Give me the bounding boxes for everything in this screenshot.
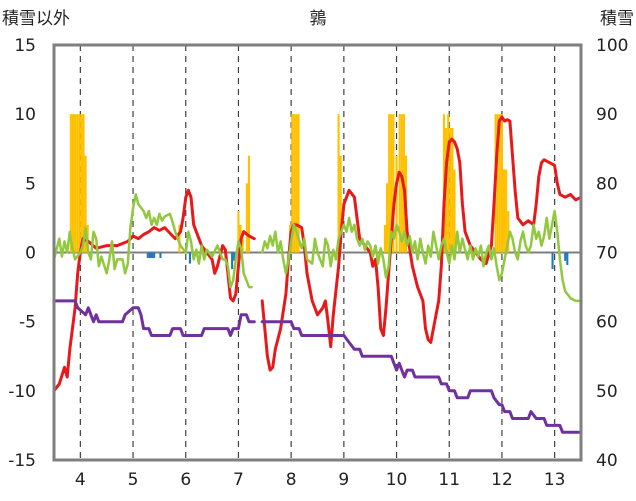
right-tick-label: 80 <box>596 174 618 194</box>
bar-mark <box>78 114 81 253</box>
bar-mark <box>74 114 77 253</box>
bar-mark <box>505 169 508 253</box>
bar-mark <box>496 114 499 253</box>
bar-mark <box>339 155 342 253</box>
bar-mark <box>383 224 387 253</box>
bar-mark <box>153 252 156 259</box>
bar-mark <box>395 155 398 253</box>
bar-mark <box>453 169 456 253</box>
bar-mark <box>80 114 83 253</box>
line-series-group <box>52 115 583 434</box>
left-tick-label: 0 <box>25 244 36 264</box>
bar-mark <box>71 114 75 253</box>
x-tick-label: 11 <box>438 470 460 490</box>
left-tick-label: -15 <box>8 451 36 471</box>
left-tick-label: 5 <box>25 174 36 194</box>
bar-mark <box>507 211 510 253</box>
bar-mark <box>146 252 149 259</box>
right-tick-label: 60 <box>596 313 618 333</box>
bar-mark <box>82 114 85 253</box>
bar-mark <box>69 114 72 253</box>
bar-mark <box>148 252 151 259</box>
left-tick-label: 15 <box>14 36 36 56</box>
bar-mark <box>245 183 248 253</box>
bar-mark <box>233 252 236 261</box>
bar-mark <box>398 114 401 253</box>
x-tick-label: 10 <box>386 470 408 490</box>
bar-mark <box>566 252 569 265</box>
bar-mark <box>150 252 154 259</box>
x-tick-label: 5 <box>128 470 139 490</box>
bar-mark <box>392 114 395 253</box>
bar-mark <box>295 114 298 253</box>
series-line-1 <box>52 193 583 303</box>
x-tick-label: 6 <box>180 470 191 490</box>
bar-mark <box>178 224 181 253</box>
right-tick-label: 50 <box>596 382 618 402</box>
bar-mark <box>388 114 391 253</box>
bar-mark <box>237 211 240 253</box>
x-tick-label: 7 <box>233 470 244 490</box>
bar-mark <box>188 252 192 264</box>
bar-mark <box>451 128 454 253</box>
bar-mark <box>337 114 340 253</box>
x-tick-label: 9 <box>338 470 349 490</box>
bar-mark <box>76 114 79 253</box>
bar-mark <box>231 252 234 270</box>
plot-frame <box>52 43 583 462</box>
x-tick-label: 12 <box>491 470 513 490</box>
x-tick-label: 4 <box>75 470 86 490</box>
left-axis-title: 積雪以外 <box>2 9 70 29</box>
bar-mark <box>447 114 450 253</box>
x-axis-ticks: 4 5 6 7 8 9 10 11 12 13 <box>75 470 566 490</box>
bar-mark <box>159 252 162 259</box>
left-axis-ticks: 15 10 5 0 -5 -10 -15 <box>8 36 36 471</box>
right-tick-label: 90 <box>596 105 618 125</box>
left-tick-label: -10 <box>8 382 36 402</box>
bar-mark <box>390 114 393 253</box>
bar-mark <box>291 114 294 253</box>
bar-mark <box>500 114 504 253</box>
bar-mark <box>247 155 251 253</box>
bar-mark <box>564 252 567 261</box>
bar-mark <box>386 183 389 253</box>
bar-mark <box>241 238 244 253</box>
bar-mark <box>293 114 296 253</box>
bar-mark <box>503 169 506 253</box>
bar-mark <box>297 114 300 253</box>
right-axis-title: 積雪 <box>600 9 634 29</box>
right-tick-label: 40 <box>596 451 618 471</box>
left-tick-label: -5 <box>19 313 36 333</box>
bar-mark <box>84 155 87 253</box>
series-line-2 <box>52 299 583 434</box>
right-axis-ticks: 100 90 80 70 60 50 40 <box>596 36 628 471</box>
left-tick-label: 10 <box>14 105 36 125</box>
chart-title: 鶉 <box>310 9 327 29</box>
bar-mark <box>498 114 501 253</box>
x-tick-label: 8 <box>286 470 297 490</box>
right-tick-label: 70 <box>596 244 618 264</box>
x-tick-label: 13 <box>544 470 566 490</box>
bar-mark <box>449 128 452 253</box>
bar-mark <box>551 252 554 270</box>
right-tick-label: 100 <box>596 36 628 56</box>
